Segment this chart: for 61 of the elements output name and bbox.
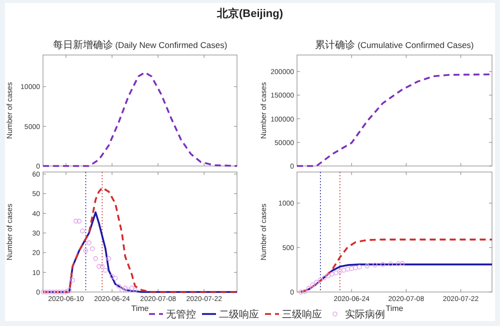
legend-label: 实际病例 [345,308,385,320]
point [364,264,370,268]
point [57,290,62,294]
point [120,288,124,292]
point [44,290,49,294]
point [345,266,350,272]
point [310,282,315,288]
point [357,264,362,270]
point [400,261,405,266]
point [302,289,308,294]
line-series [300,238,493,293]
point [47,290,52,294]
point [318,278,323,282]
point [353,265,358,270]
point [110,274,114,279]
point [326,273,331,278]
point [100,264,105,269]
point [129,286,134,290]
point [83,248,88,254]
point [338,269,342,274]
point [66,288,72,292]
point [330,272,334,277]
point [90,246,95,252]
point [372,262,378,268]
point [122,286,128,290]
point [93,256,98,261]
point [380,262,386,267]
legend-label: 三级响应 [282,308,322,320]
line-series [42,186,238,293]
chart-title: 北京(Beijing) [216,7,284,20]
point [116,284,122,288]
chart-subtitle: 每日新增确诊 (Daily New Confirmed Cases) [52,39,228,51]
point [86,240,92,246]
point [314,280,319,285]
point [132,288,138,292]
point [396,261,401,266]
point [76,218,82,224]
legend-label: 无管控 [166,308,196,320]
point [60,290,66,294]
chart-title: 累计确诊 (Cumulative Confirmed Cases) [315,39,474,51]
point [54,290,59,294]
point [112,276,118,281]
point [96,264,102,269]
point [306,286,312,291]
point [50,290,56,294]
point [334,270,338,276]
legend-label: 二级响应 [219,308,259,320]
x-axis-title: Time [386,304,404,313]
point [106,256,112,261]
point [341,268,346,273]
point [322,275,327,280]
point [70,278,75,283]
point [73,218,78,224]
x-axis-title: Time [131,304,150,313]
point [126,288,131,292]
point [298,290,304,294]
point [103,268,108,273]
point [388,262,393,266]
point [349,266,354,271]
point [80,228,85,234]
line-series [42,72,238,167]
